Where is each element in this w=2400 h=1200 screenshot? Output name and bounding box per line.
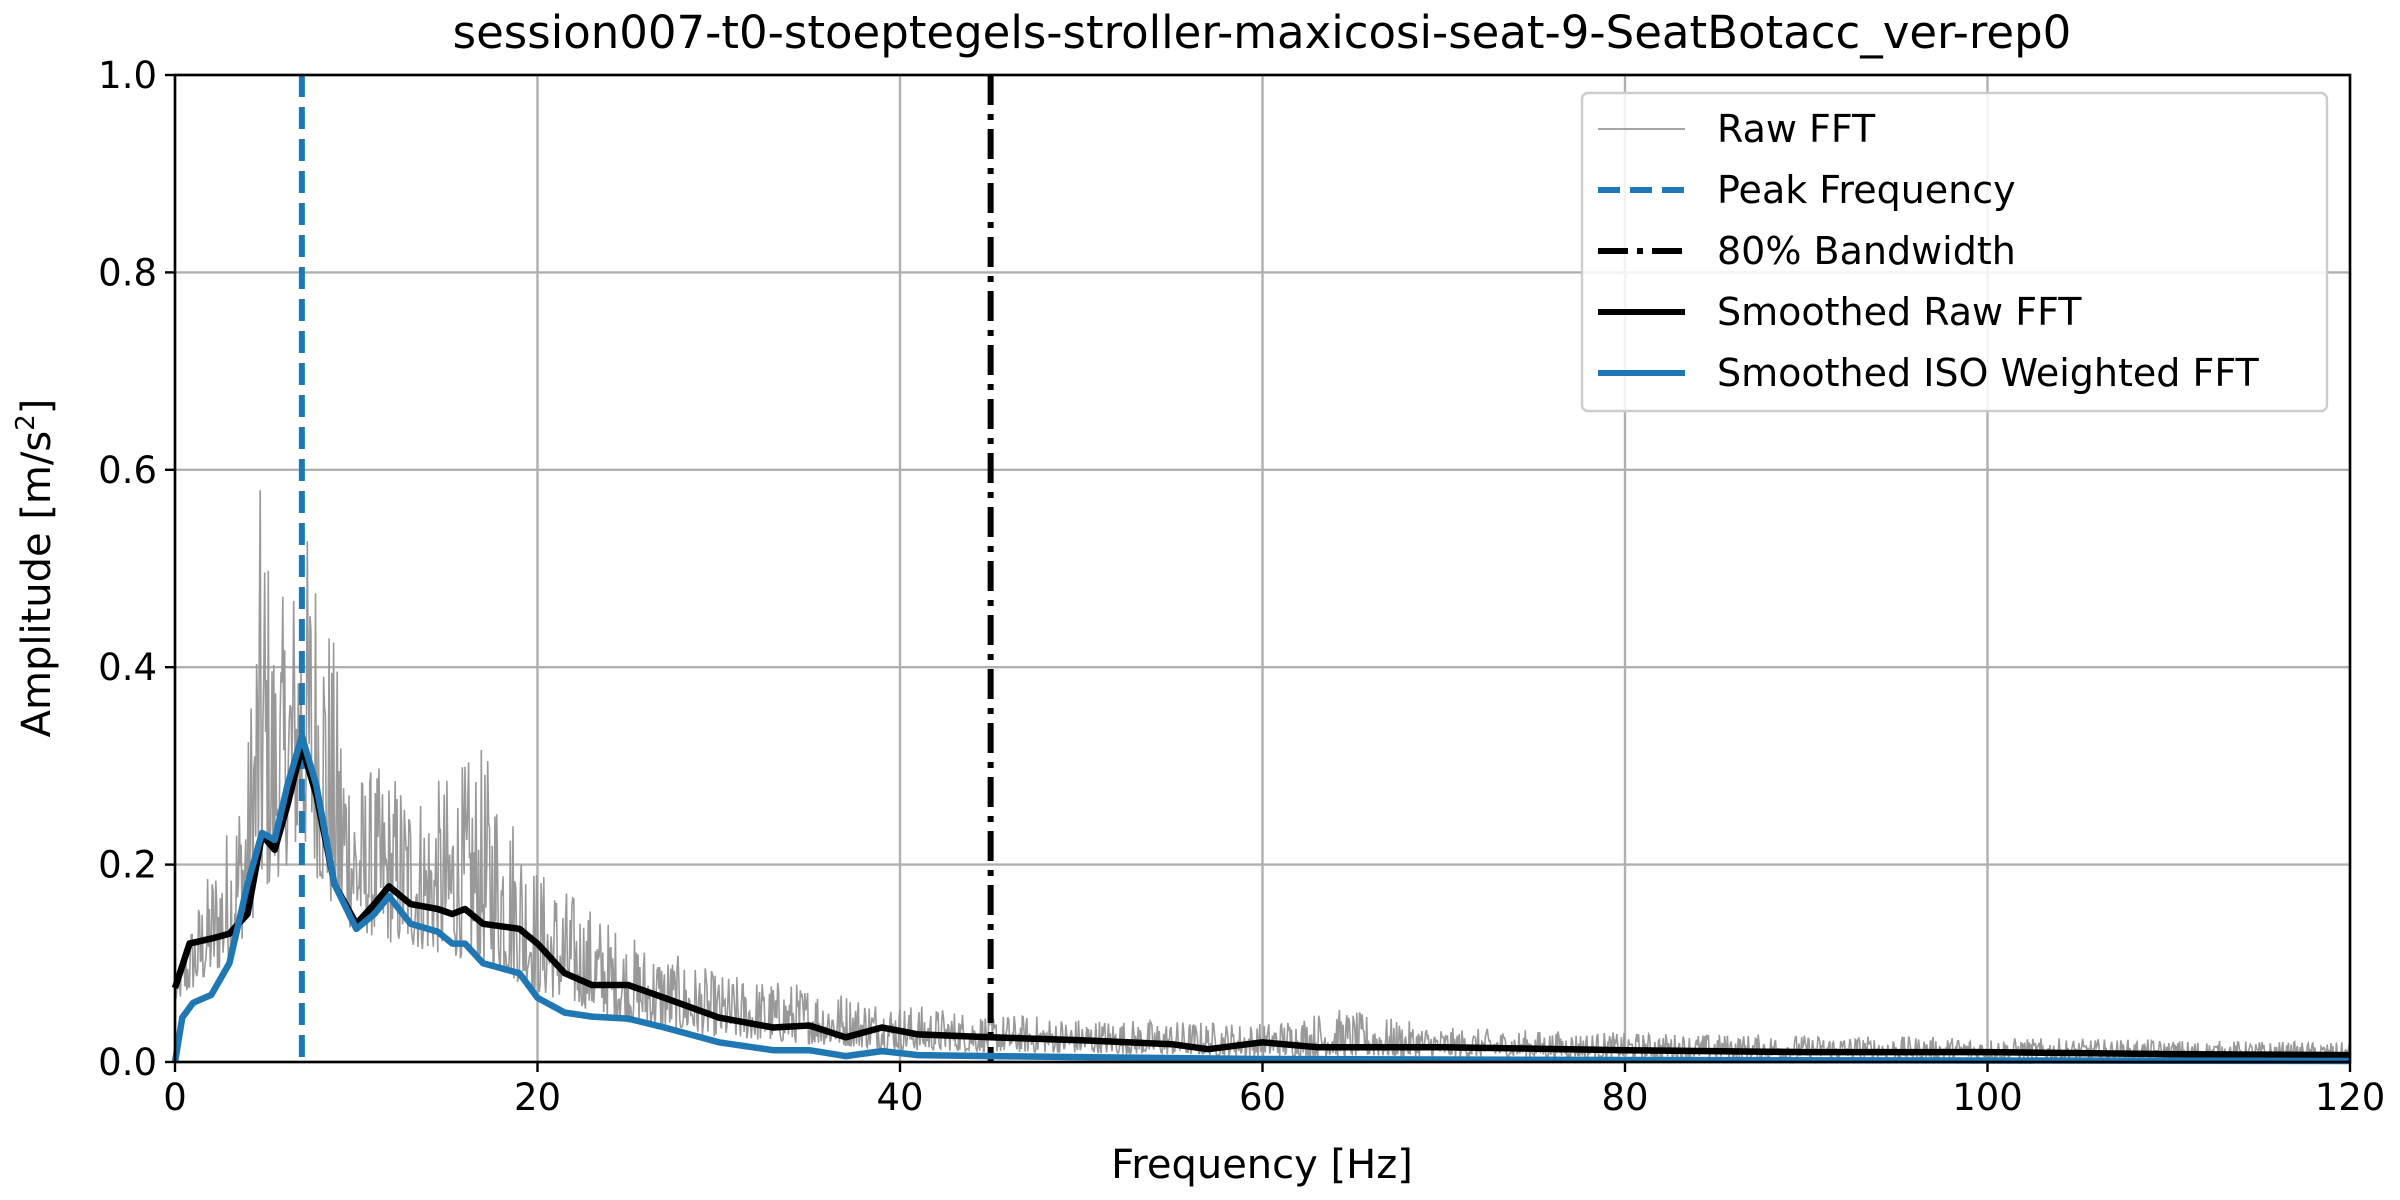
x-axis-label: Frequency [Hz] [1111, 1142, 1413, 1188]
x-tick-label: 0 [163, 1076, 187, 1119]
smoothed-iso-weighted-fft-line [171, 733, 2351, 1065]
smoothed-raw-fft-line [171, 742, 2351, 1059]
chart-title: session007-t0-stoeptegels-stroller-maxic… [453, 6, 2072, 59]
y-axis-label-end: ] [14, 399, 60, 415]
y-tick-label: 1.0 [98, 54, 157, 97]
legend-label: Smoothed Raw FFT [1717, 290, 2082, 334]
legend-label: 80% Bandwidth [1717, 229, 2016, 273]
legend: Raw FFT Peak Frequency 80% Bandwidth Smooth… [1580, 91, 2329, 413]
x-axis-ticks: 0 20 40 60 80 100 120 [163, 1062, 2385, 1119]
x-tick-label: 60 [1239, 1076, 1286, 1119]
x-tick-label: 80 [1601, 1076, 1648, 1119]
x-tick-label: 120 [2315, 1076, 2386, 1119]
legend-label: Smoothed ISO Weighted FFT [1717, 351, 2260, 395]
legend-label: Raw FFT [1717, 107, 1876, 151]
y-tick-label: 0.6 [98, 449, 157, 492]
plot-area [171, 75, 2351, 1065]
y-tick-label: 0.4 [98, 646, 157, 689]
legend-label: Peak Frequency [1717, 168, 2016, 212]
y-axis-label-sup: 2 [11, 414, 41, 431]
x-tick-label: 20 [514, 1076, 561, 1119]
y-axis-label-main: Amplitude [m/s [14, 431, 60, 738]
y-axis-label: Amplitude [m/s2] [11, 399, 60, 738]
x-tick-label: 100 [1952, 1076, 2023, 1119]
y-tick-label: 0.8 [98, 251, 157, 294]
x-tick-label: 40 [876, 1076, 923, 1119]
legend-box [1580, 91, 2329, 413]
y-tick-label: 0.0 [98, 1041, 157, 1084]
y-axis-ticks: 0.0 0.2 0.4 0.6 0.8 1.0 [98, 54, 175, 1084]
y-tick-label: 0.2 [98, 844, 157, 887]
